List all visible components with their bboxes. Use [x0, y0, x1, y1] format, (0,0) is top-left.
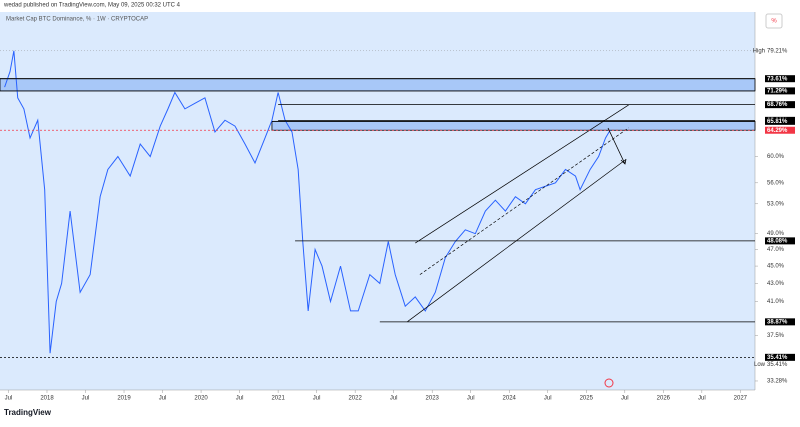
- x-tick-label: Jul: [621, 396, 629, 402]
- plot-area: [0, 12, 755, 390]
- price-line: [4, 50, 611, 354]
- x-tick-label: 2020: [194, 396, 208, 402]
- low-label: 35.41%: [767, 362, 788, 368]
- level-badge: [765, 318, 795, 326]
- y-tick-label: 60.0%: [767, 154, 785, 160]
- byline: wedad published on TradingView.com, May …: [3, 3, 181, 9]
- scale-button[interactable]: [765, 13, 783, 29]
- level-badge: [765, 237, 795, 245]
- level-badge: [765, 126, 795, 134]
- x-tick-label: Jul: [698, 396, 706, 402]
- x-tick-label: Jul: [467, 396, 475, 402]
- scale-button-label[interactable]: %: [771, 19, 777, 25]
- channel-line: [419, 127, 629, 275]
- level-badge: [765, 87, 795, 95]
- level-label: 48.08%: [767, 238, 788, 244]
- level-label: 35.41%: [767, 355, 788, 361]
- y-tick-label: 47.0%: [767, 247, 785, 253]
- chart-title: Market Cap BTC Dominance, % · 1W · CRYPT…: [6, 17, 148, 23]
- projection-arrow: [607, 127, 627, 165]
- high-label: 79.21%: [767, 48, 788, 54]
- level-label: 71.29%: [767, 88, 788, 94]
- x-tick-label: 2023: [426, 396, 440, 402]
- x-tick-label: Jul: [236, 396, 244, 402]
- x-tick-label: Jul: [390, 396, 398, 402]
- event-icon[interactable]: [604, 378, 614, 388]
- level-badge: [765, 75, 795, 83]
- level-label: 68.76%: [767, 102, 788, 108]
- x-tick-label: Jul: [544, 396, 552, 402]
- level-badge: [765, 353, 795, 361]
- level-label: 65.81%: [767, 119, 788, 125]
- high-name: High: [753, 48, 765, 54]
- x-tick-label: Jul: [313, 396, 321, 402]
- level-label: 73.61%: [767, 76, 788, 82]
- level-label: 38.87%: [767, 319, 788, 325]
- level-badge: [765, 101, 795, 109]
- y-tick-label: 43.0%: [767, 281, 785, 287]
- x-tick-label: 2022: [348, 396, 362, 402]
- x-tick-label: 2018: [40, 396, 54, 402]
- x-tick-label: Jul: [159, 396, 167, 402]
- x-tick-label: 2024: [503, 396, 517, 402]
- x-tick-label: 2026: [657, 396, 671, 402]
- zone: [271, 120, 756, 131]
- logo: TradingView: [4, 408, 52, 417]
- x-tick-label: 2021: [271, 396, 285, 402]
- level-label: 64.29%: [767, 128, 788, 134]
- y-tick-label: 33.28%: [767, 379, 788, 385]
- y-tick-label: 49.0%: [767, 231, 785, 237]
- y-tick-label: 41.0%: [767, 299, 785, 305]
- x-tick-label: 2025: [580, 396, 594, 402]
- level-badge: [765, 117, 795, 125]
- low-name: Low: [754, 362, 766, 368]
- y-tick-label: 53.0%: [767, 201, 785, 207]
- y-tick-label: 56.0%: [767, 180, 785, 186]
- x-tick-label: Jul: [82, 396, 90, 402]
- x-tick-label: 2019: [117, 396, 131, 402]
- x-tick-label: 2027: [734, 396, 748, 402]
- x-tick-label: Jul: [5, 396, 13, 402]
- zone: [0, 78, 756, 92]
- y-tick-label: 37.5%: [767, 333, 785, 339]
- channel-line: [415, 104, 629, 244]
- y-tick-label: 45.0%: [767, 264, 785, 270]
